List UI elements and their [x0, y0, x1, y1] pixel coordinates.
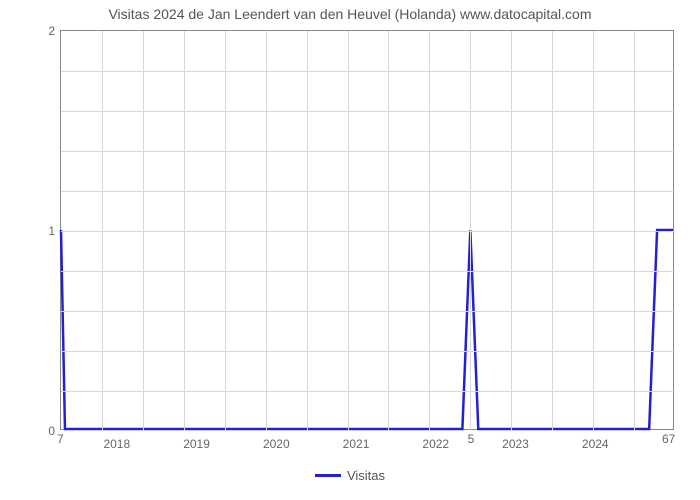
- grid-h: [61, 151, 675, 152]
- legend: Visitas: [0, 468, 700, 483]
- x-tick-label: 2023: [502, 437, 529, 451]
- grid-h: [61, 111, 675, 112]
- x-tick-label: 2020: [263, 437, 290, 451]
- corner-label-left: 7: [57, 432, 64, 446]
- visits-chart: Visitas 2024 de Jan Leendert van den Heu…: [0, 0, 700, 500]
- grid-h: [61, 71, 675, 72]
- grid-h: [61, 191, 675, 192]
- grid-h: [61, 351, 675, 352]
- corner-label-mid: 5: [468, 432, 475, 446]
- chart-title: Visitas 2024 de Jan Leendert van den Heu…: [0, 6, 700, 22]
- grid-h: [61, 391, 675, 392]
- grid-h: [61, 271, 675, 272]
- plot-area: 0122018201920202021202220232024: [60, 30, 674, 430]
- y-tick-label: 0: [48, 424, 55, 438]
- corner-label-right: 67: [662, 432, 675, 446]
- x-tick-label: 2018: [103, 437, 130, 451]
- grid-h: [61, 311, 675, 312]
- y-tick-label: 1: [48, 224, 55, 238]
- x-tick-label: 2021: [343, 437, 370, 451]
- x-tick-label: 2022: [422, 437, 449, 451]
- x-tick-label: 2024: [582, 437, 609, 451]
- y-tick-label: 2: [48, 24, 55, 38]
- legend-swatch: [315, 474, 341, 477]
- line-series: [61, 31, 673, 429]
- grid-h: [61, 231, 675, 232]
- x-tick-label: 2019: [183, 437, 210, 451]
- legend-label: Visitas: [347, 468, 385, 483]
